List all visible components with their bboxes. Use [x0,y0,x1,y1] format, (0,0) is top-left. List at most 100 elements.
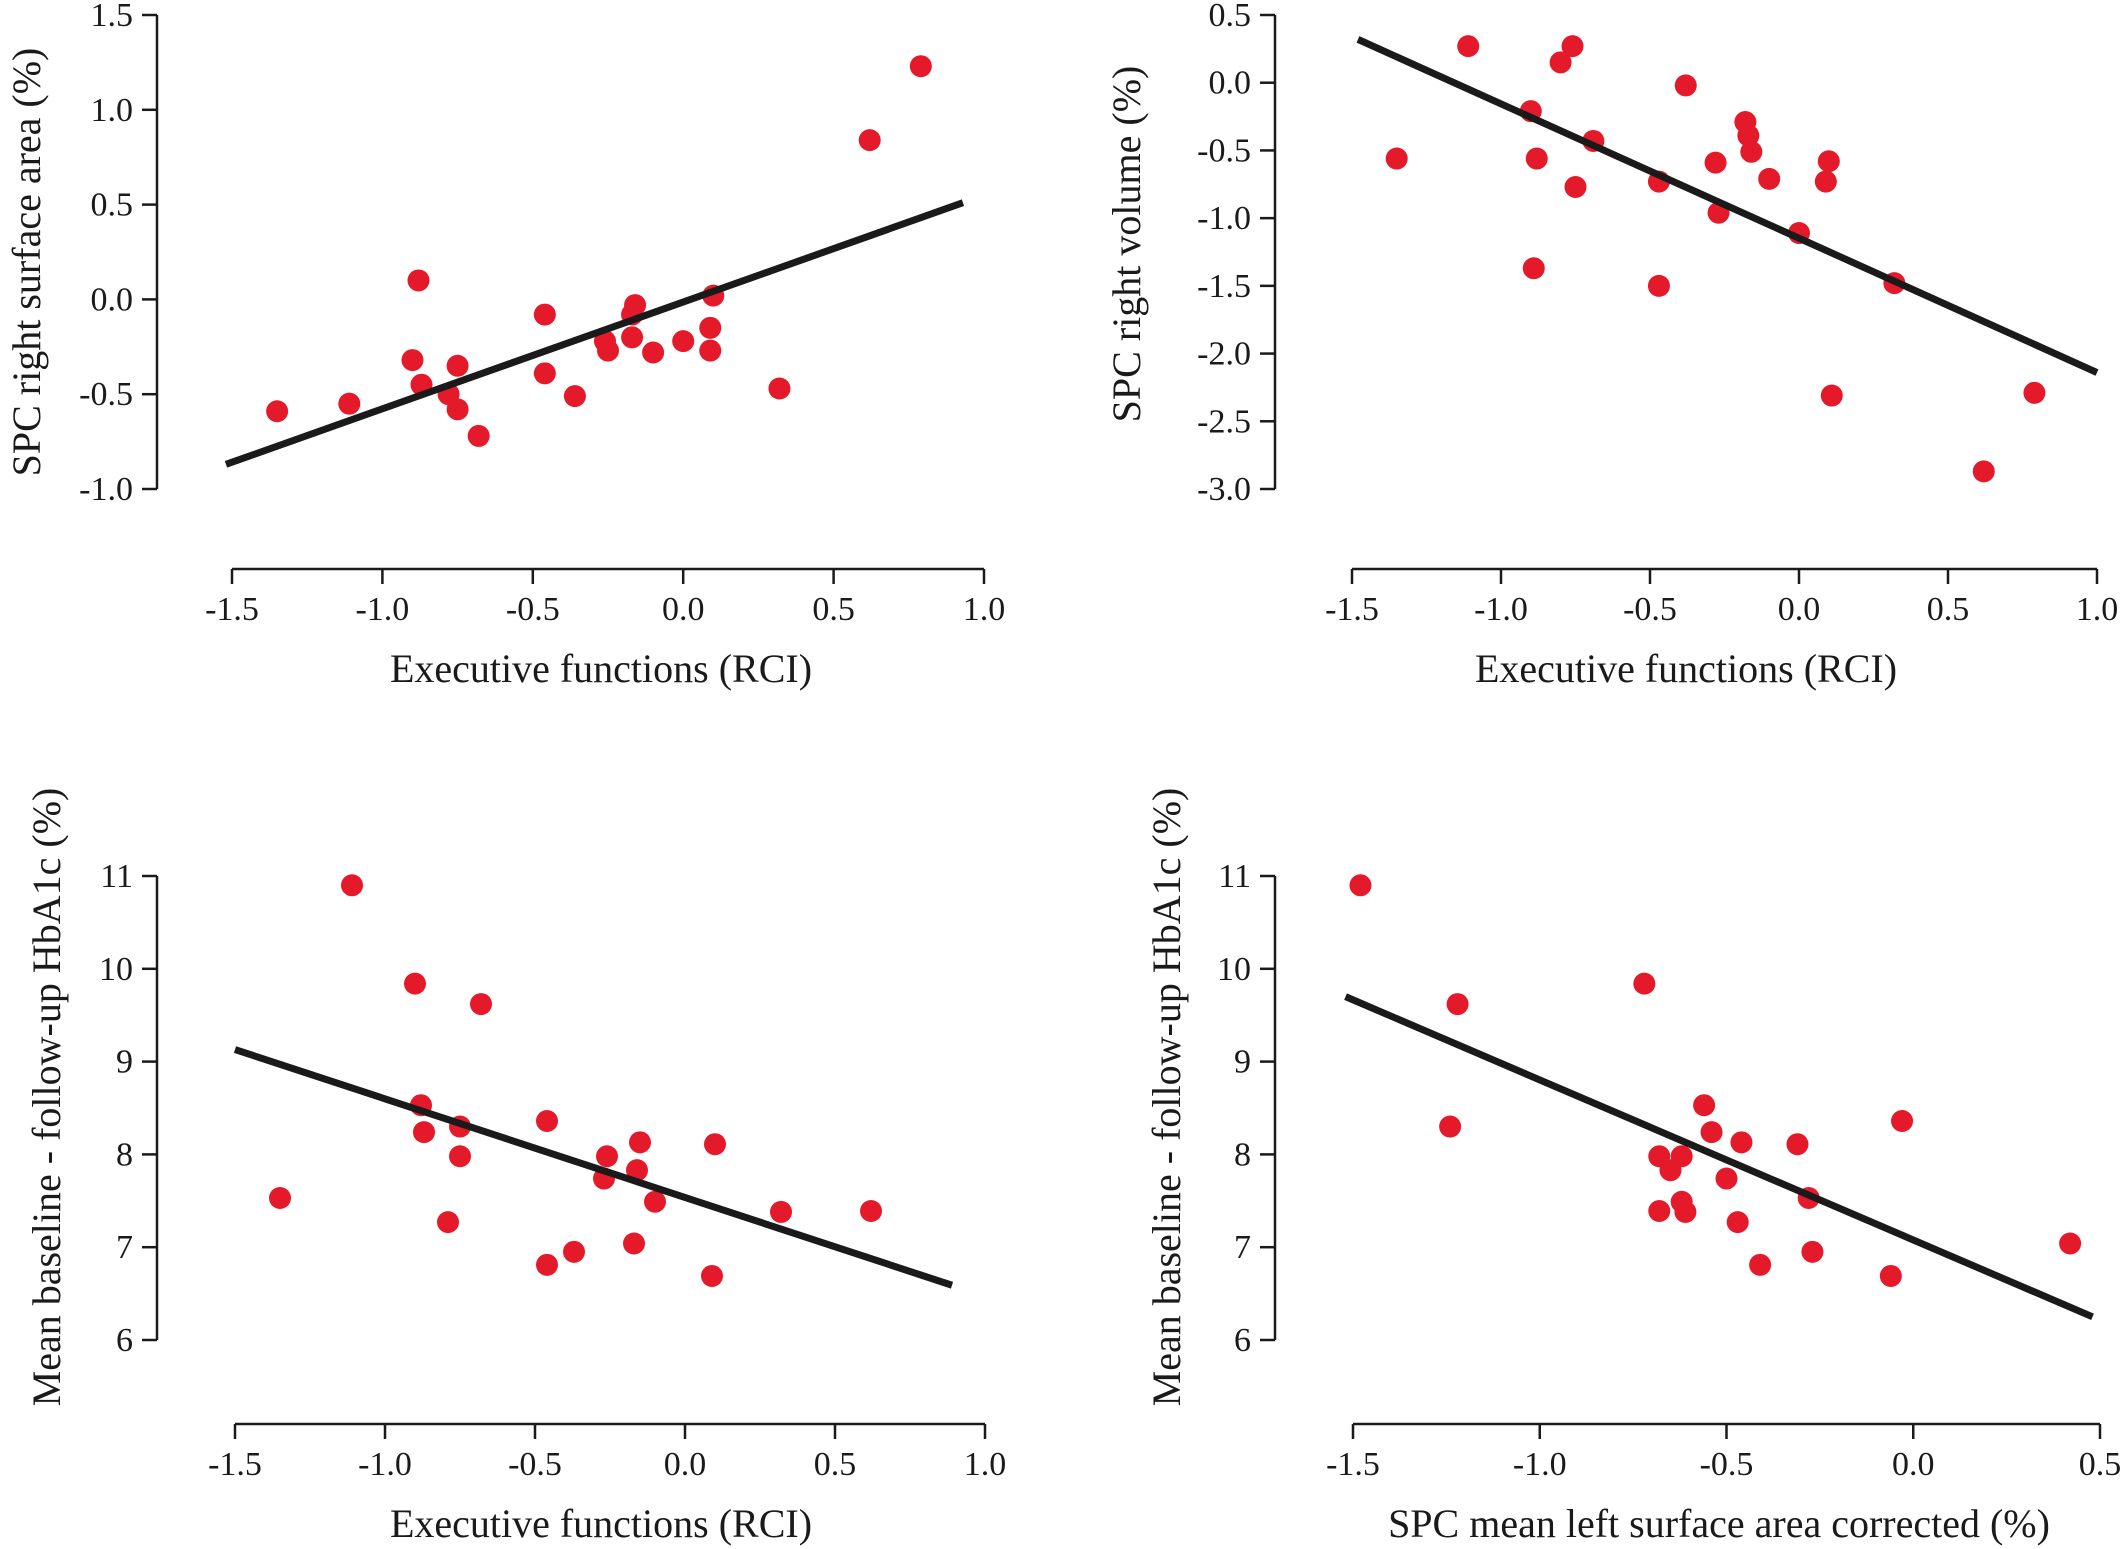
data-point [404,972,426,995]
x-tick-label: 0.5 [2079,1446,2122,1483]
data-point [1879,1264,1902,1287]
x-tick-label: -1.5 [208,1446,262,1483]
y-tick-label: 11 [1218,858,1251,895]
y-tick-label: -0.5 [79,376,133,413]
y-tick-label: 6 [116,1322,133,1359]
regression-line [1344,993,2094,1321]
data-point [341,874,363,897]
data-point [1522,257,1545,280]
data-point [1715,1167,1738,1190]
y-tick-label: 9 [1234,1044,1251,1081]
y-tick-label: 8 [1234,1136,1251,1173]
data-point [909,55,932,78]
panel-top-right: -3.0 -2.5 -2.0 -1.5 -1.0 -0.5 0.0 0.5 -1.5 -1.0 -0… [1104,0,2118,691]
data-point [701,1264,723,1287]
data-point [1704,151,1727,174]
panel-marks: -1.0 -0.5 0.0 0.5 1.0 1.5 -1.5 -1.0 -0.5 0.0 0.5 1.… [79,0,1005,628]
data-point [269,1187,291,1210]
y-tick-label: 0.0 [91,281,134,318]
data-point [1439,1115,1462,1138]
data-point [1525,147,1548,170]
x-tick-label: -1.0 [1474,591,1528,628]
data-point [401,349,424,372]
panel-bottom-left: 6 7 8 9 10 11 -1.5 -1.0 -0.5 0.0 0.5 1.0 Executive … [24,788,1006,1546]
data-point [266,400,289,423]
data-point [533,362,556,385]
data-point [1749,1253,1772,1276]
x-tick-label: -1.0 [358,1446,412,1483]
panel-bottom-right: 6 7 8 9 10 11 -1.5 -1.0 -0.5 0.0 0.5 SPC mean left… [1144,788,2121,1546]
data-point [467,424,490,447]
data-point [621,326,644,349]
data-point [626,1159,648,1182]
data-point [1564,175,1587,198]
data-point [597,339,619,362]
data-point [563,385,586,408]
x-tick-label: -1.0 [1513,1446,1567,1483]
x-axis-title: Executive functions (RCI) [1475,646,1897,691]
y-tick-label: 7 [1234,1229,1251,1266]
y-tick-label: -1.5 [1197,268,1251,305]
data-point [1549,51,1572,74]
data-point [1737,124,1760,147]
panel-marks: 6 7 8 9 10 11 -1.5 -1.0 -0.5 0.0 0.5 1.0 [99,858,1006,1483]
x-tick-label: 0.5 [814,1446,857,1483]
y-axis-title: SPC right volume (%) [1104,66,1149,423]
y-tick-label: -1.0 [1197,200,1251,237]
data-point [1349,874,1372,897]
y-tick-label: 6 [1234,1322,1251,1359]
x-tick-label: 0.5 [1927,591,1970,628]
data-point [1633,972,1656,995]
data-point [536,1253,558,1276]
y-tick-label: 1.5 [91,0,134,34]
data-point [1648,1200,1671,1223]
y-axis-title: SPC right surface area (%) [4,48,49,477]
data-point [596,1145,618,1168]
data-point [1647,274,1670,297]
data-point [1814,170,1837,193]
x-tick-label: -1.5 [205,591,259,628]
x-tick-label: 0.5 [812,591,855,628]
data-point [1891,1109,1914,1132]
x-axis-title: Executive functions (RCI) [390,1501,812,1546]
data-point [623,1232,645,1255]
data-point [858,129,881,152]
data-point [1700,1121,1723,1144]
x-tick-label: -1.5 [1325,591,1379,628]
data-point [437,1211,459,1234]
data-point [338,392,361,415]
y-tick-label: 0.0 [1209,65,1252,102]
y-tick-label: 9 [116,1044,133,1081]
y-tick-label: 1.0 [91,92,134,129]
data-point [1786,1133,1809,1156]
data-point [446,354,469,377]
data-point [1817,150,1840,173]
data-point [642,341,665,364]
panel-marks: -3.0 -2.5 -2.0 -1.5 -1.0 -0.5 0.0 0.5 -1.5 -1.0 -0… [1197,0,2118,628]
x-tick-label: 1.0 [963,591,1006,628]
data-point [1670,1145,1693,1168]
x-tick-label: -0.5 [508,1446,562,1483]
y-tick-label: 10 [1217,951,1251,988]
data-point [1561,35,1584,58]
data-point [1726,1211,1749,1234]
data-point [1446,993,1469,1016]
data-point [629,1131,651,1154]
data-point [1730,1131,1753,1154]
data-point [1674,74,1697,97]
panel-top-left: -1.0 -0.5 0.0 0.5 1.0 1.5 -1.5 -1.0 -0.5 0.0 0.5 1.… [4,0,1005,691]
y-tick-label: -1.0 [79,471,133,508]
y-tick-label: -2.0 [1197,336,1251,373]
data-point [1820,384,1843,407]
x-tick-label: -0.5 [1623,591,1677,628]
data-point [413,1121,435,1144]
y-tick-label: -2.5 [1197,403,1251,440]
data-point [446,398,469,421]
y-tick-label: -0.5 [1197,132,1251,169]
data-point [563,1240,585,1263]
x-tick-label: 0.0 [1892,1446,1935,1483]
regression-line [233,1046,954,1289]
data-point [1740,140,1763,163]
data-point [2059,1232,2082,1255]
data-point [1758,167,1781,190]
